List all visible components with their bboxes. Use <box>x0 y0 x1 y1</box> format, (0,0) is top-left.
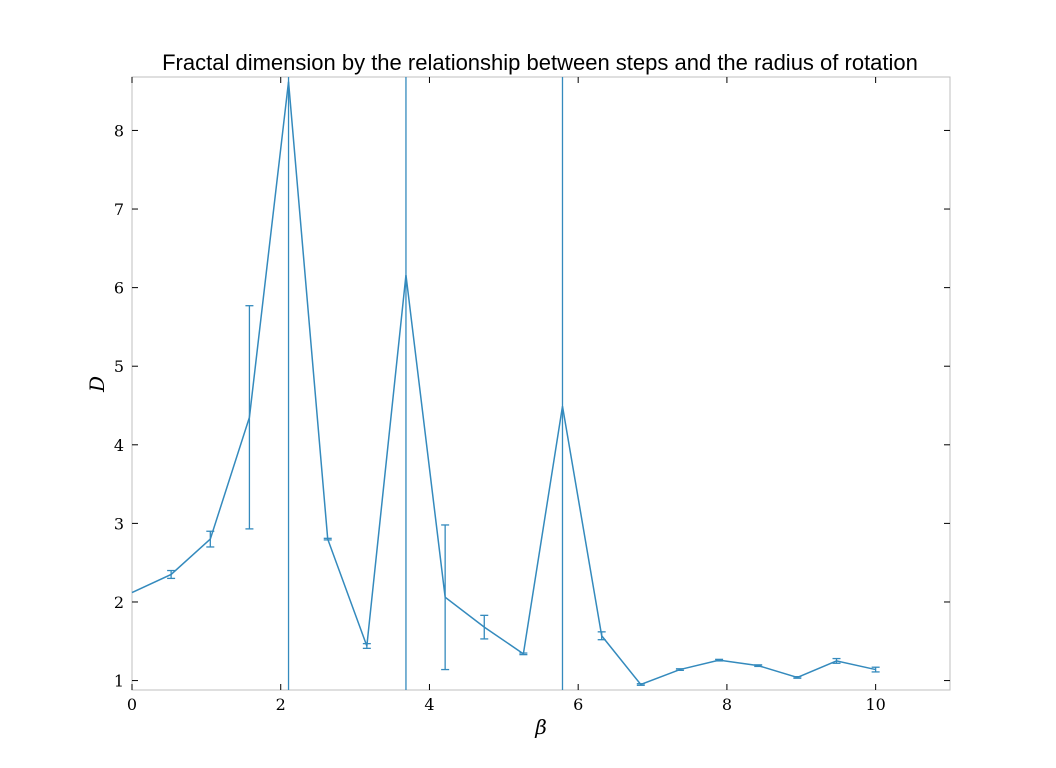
y-axis-label: D <box>85 376 109 393</box>
x-tick-label: 4 <box>424 695 434 714</box>
y-tick-label: 3 <box>114 514 124 533</box>
series-line <box>131 81 876 686</box>
y-tick-label: 6 <box>114 279 124 298</box>
axis-ticks <box>131 77 950 690</box>
plot-area <box>131 77 880 690</box>
chart-title: Fractal dimension by the relationship be… <box>162 50 918 75</box>
x-tick-label: 6 <box>573 695 583 714</box>
plot-frame <box>131 76 951 691</box>
y-tick-label: 2 <box>114 593 124 612</box>
x-tick-label: 10 <box>865 695 885 714</box>
y-tick-label: 5 <box>114 357 124 376</box>
x-axis-label: β <box>534 715 547 739</box>
y-tick-label: 1 <box>114 672 124 691</box>
y-tick-label: 4 <box>114 436 124 455</box>
y-tick-label: 7 <box>114 200 124 219</box>
y-tick-label: 8 <box>114 121 124 140</box>
x-tick-label: 8 <box>722 695 732 714</box>
x-tick-label: 2 <box>276 695 286 714</box>
x-tick-label: 0 <box>127 695 137 714</box>
